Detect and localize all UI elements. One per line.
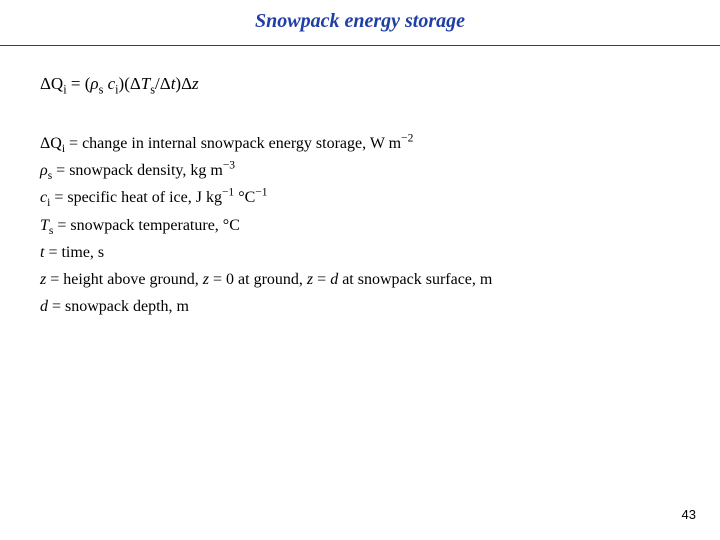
eq-lhs: ΔQ (40, 74, 63, 93)
eq-z: z (192, 74, 199, 93)
slide-title: Snowpack energy storage (0, 0, 720, 45)
definition-row: ΔQi = change in internal snowpack energy… (40, 130, 680, 157)
definitions-list: ΔQi = change in internal snowpack energy… (40, 130, 680, 320)
definition-row: z = height above ground, z = 0 at ground… (40, 266, 680, 293)
definition-row: Ts = snowpack temperature, °C (40, 212, 680, 239)
page-number: 43 (682, 507, 696, 522)
definition-row: ci = specific heat of ice, J kg−1 °C−1 (40, 184, 680, 211)
definition-row: d = snowpack depth, m (40, 293, 680, 320)
eq-over: /Δ (155, 74, 171, 93)
eq-close: )Δ (175, 74, 192, 93)
eq-c: c (108, 74, 116, 93)
eq-rho: ρ (90, 74, 98, 93)
definition-row: ρs = snowpack density, kg m−3 (40, 157, 680, 184)
content-area: ΔQi = (ρs ci)(ΔTs/Δt)Δz ΔQi = change in … (0, 46, 720, 320)
eq-mid: )(Δ (119, 74, 141, 93)
main-equation: ΔQi = (ρs ci)(ΔTs/Δt)Δz (40, 74, 680, 94)
eq-equals: = (67, 74, 85, 93)
slide: Snowpack energy storage ΔQi = (ρs ci)(ΔT… (0, 0, 720, 540)
definition-row: t = time, s (40, 239, 680, 266)
eq-T: T (141, 74, 150, 93)
